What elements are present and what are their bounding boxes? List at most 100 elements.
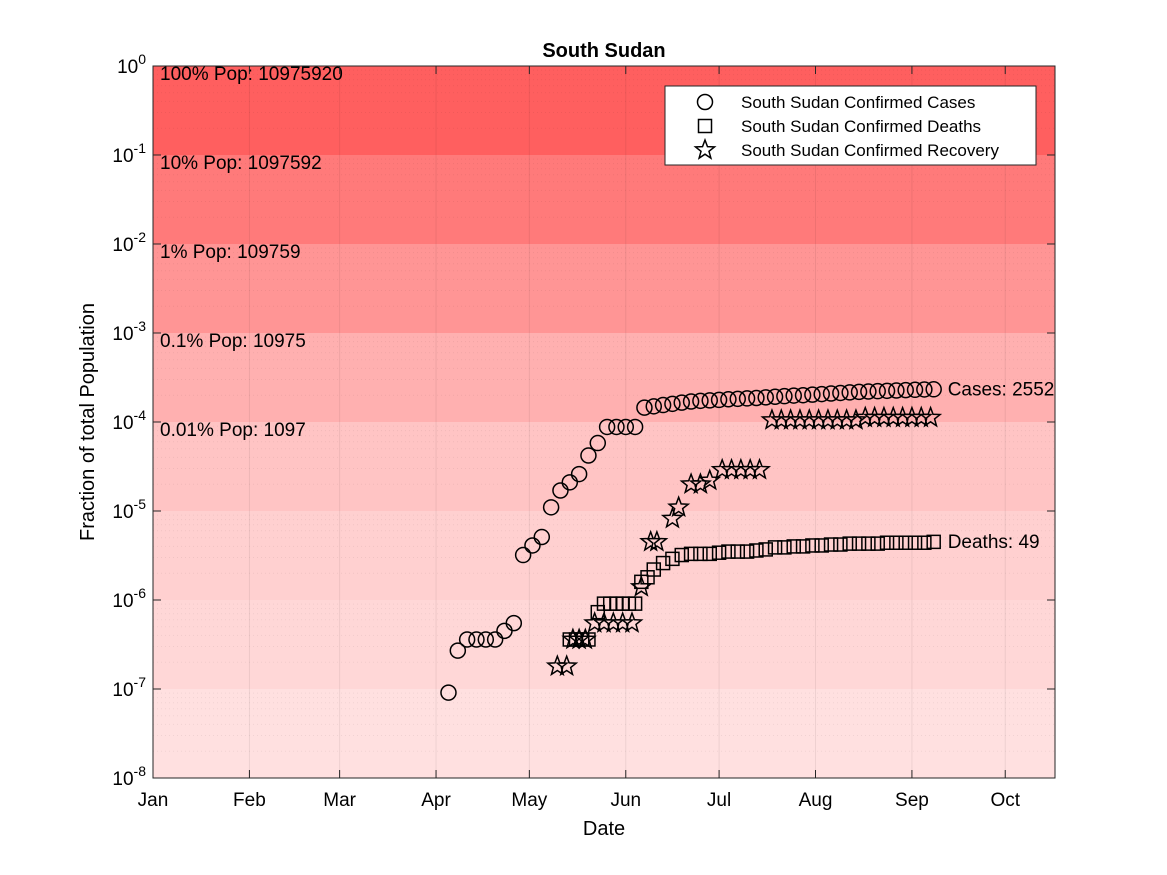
population-band-label: 1% Pop: 109759 [160, 242, 301, 263]
case-point [440, 684, 457, 701]
case-point [925, 381, 942, 398]
legend-entry-label: South Sudan Confirmed Recovery [741, 141, 999, 160]
y-tick-label: 10-7 [112, 674, 146, 701]
y-tick-base: 10 [112, 413, 133, 434]
case-point [682, 393, 700, 410]
death-point [861, 536, 876, 551]
y-tick-label: 10-2 [112, 229, 146, 256]
recovery-point [645, 529, 669, 552]
circle-series [440, 381, 942, 701]
death-point [702, 546, 718, 562]
case-point [477, 631, 495, 648]
y-tick-exponent: -5 [134, 496, 147, 512]
case-point [710, 391, 728, 409]
case-point [785, 387, 802, 404]
case-point [561, 474, 579, 491]
y-tick-base: 10 [112, 502, 133, 523]
recovery-point [747, 457, 772, 480]
death-point [674, 547, 690, 563]
x-tick-label: Jun [610, 790, 641, 811]
case-point [776, 387, 793, 405]
case-point [738, 390, 756, 407]
legend-circle-icon [696, 93, 714, 111]
y-tick-label: 10-4 [112, 407, 146, 434]
legend-entry-label: South Sudan Confirmed Deaths [741, 117, 981, 136]
death-point [693, 546, 708, 562]
death-point [833, 537, 848, 552]
case-point [654, 396, 672, 414]
case-point [608, 418, 625, 436]
x-axis-label: Date [583, 818, 625, 840]
death-point [814, 538, 829, 553]
death-point [683, 546, 699, 562]
case-point [897, 381, 914, 399]
case-point [766, 388, 784, 406]
y-tick-exponent: -7 [134, 674, 147, 690]
x-tick-label: Sep [895, 790, 929, 811]
death-point [907, 535, 923, 550]
x-tick-label: Feb [233, 790, 266, 811]
x-tick-label: Jul [707, 790, 731, 811]
death-point [777, 540, 792, 555]
x-tick-label: May [511, 790, 547, 811]
recovery-point [629, 574, 653, 597]
death-point [795, 539, 811, 554]
death-point [917, 535, 932, 550]
case-point [794, 386, 812, 404]
case-point [888, 382, 905, 399]
death-point [842, 536, 857, 551]
case-point [589, 434, 607, 452]
case-point [720, 391, 737, 408]
case-point [514, 546, 532, 564]
y-axis-label: Fraction of total Population [77, 303, 99, 541]
population-band [153, 244, 1055, 333]
case-point [757, 389, 774, 406]
y-tick-base: 10 [112, 680, 133, 701]
death-point [851, 536, 867, 551]
y-tick-base: 10 [117, 57, 138, 78]
case-point [850, 383, 868, 401]
recovery-point [844, 407, 868, 430]
y-tick-label: 10-1 [112, 140, 146, 167]
x-tick-label: Jan [138, 790, 169, 811]
population-band-label: 100% Pop: 10975920 [160, 64, 343, 85]
case-point [449, 642, 467, 659]
y-tick-label: 10-8 [112, 763, 146, 790]
recovery-point [620, 610, 644, 633]
population-band-labels: 100% Pop: 10975920 10% Pop: 1097592 1% Pop… [160, 64, 343, 441]
x-axis-ticks: Jan Feb Mar Apr May Jun Jul Aug Sep Oct [138, 66, 1021, 811]
case-point [664, 395, 681, 413]
recovery-point [555, 654, 579, 677]
case-point [804, 386, 821, 403]
y-tick-exponent: -6 [134, 585, 147, 601]
end-labels: Cases: 2552 Deaths: 49 [948, 379, 1055, 553]
case-point [598, 418, 616, 436]
x-tick-label: Apr [421, 790, 451, 811]
case-point [626, 418, 644, 436]
y-tick-base: 10 [112, 235, 133, 256]
population-bands [153, 66, 1055, 778]
case-point [458, 631, 476, 648]
legend: South Sudan Confirmed Cases South Sudan C… [664, 85, 1037, 166]
population-band [153, 155, 1055, 244]
y-tick-exponent: -3 [134, 318, 147, 334]
death-point [749, 543, 764, 558]
y-tick-exponent: 0 [138, 51, 146, 67]
death-point [889, 535, 904, 550]
case-point [552, 482, 569, 499]
case-point [524, 537, 541, 554]
recovery-point [688, 472, 712, 495]
death-point [721, 544, 736, 559]
death-point [758, 542, 773, 557]
population-band [153, 689, 1055, 778]
case-point [841, 384, 858, 401]
case-point [505, 614, 523, 632]
case-point [692, 392, 709, 410]
death-point [730, 544, 745, 559]
recovery-point [660, 506, 684, 529]
death-point [711, 545, 727, 560]
recovery-point [573, 627, 597, 650]
population-band-label: 10% Pop: 1097592 [160, 153, 322, 174]
